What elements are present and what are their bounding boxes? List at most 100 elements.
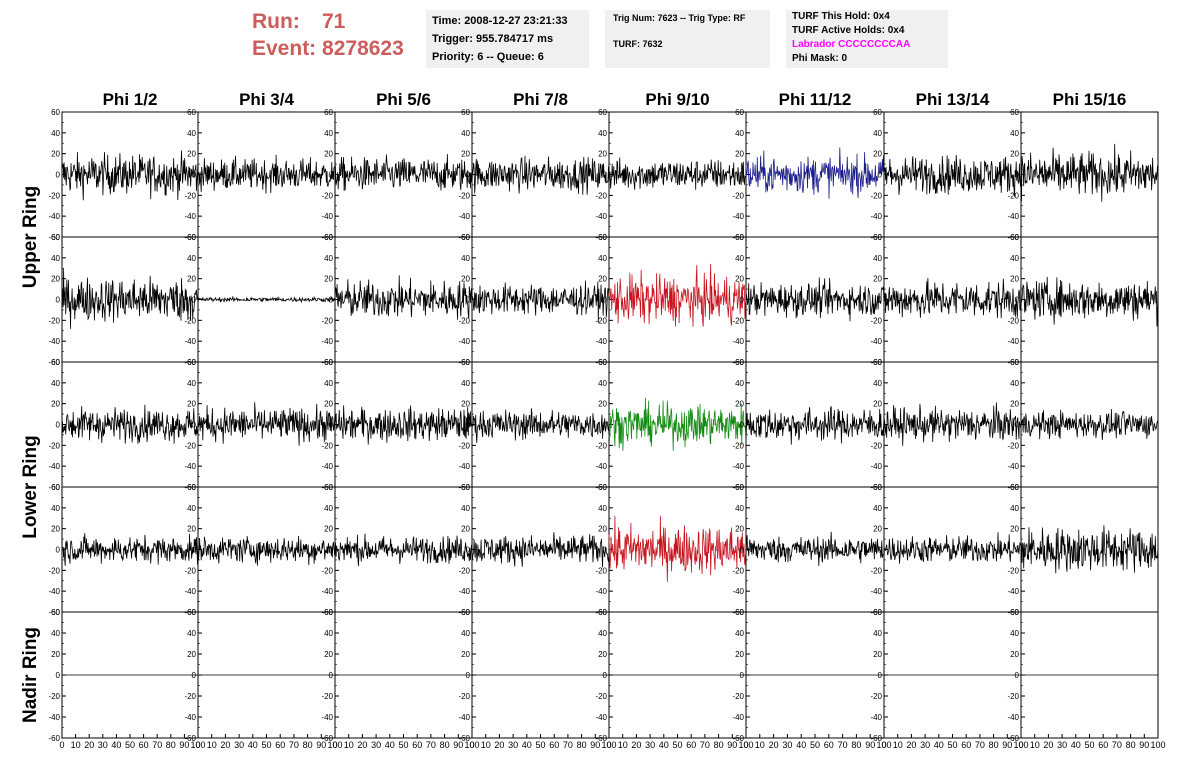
y-tick-label: 0 bbox=[740, 546, 745, 555]
waveform-trace bbox=[883, 154, 1022, 197]
waveform-trace bbox=[1020, 525, 1159, 574]
waveform-trace bbox=[197, 295, 336, 304]
trig-num-text: Trig Num: 7623 -- Trig Type: RF bbox=[613, 13, 746, 23]
y-tick-label: 40 bbox=[735, 129, 744, 138]
y-tick-label: 0 bbox=[878, 171, 883, 180]
y-tick-label: 40 bbox=[598, 379, 607, 388]
y-tick-label: 0 bbox=[192, 296, 197, 305]
waveform-trace bbox=[1020, 276, 1159, 327]
event-value: 8278623 bbox=[322, 37, 404, 60]
y-tick-label: 20 bbox=[735, 275, 744, 284]
column-title: Phi 15/16 bbox=[1053, 90, 1127, 109]
y-tick-label: 40 bbox=[51, 629, 60, 638]
y-tick-label: 20 bbox=[873, 650, 882, 659]
y-tick-label: 0 bbox=[878, 421, 883, 430]
y-tick-label: 40 bbox=[873, 379, 882, 388]
y-tick-label: -20 bbox=[48, 692, 60, 701]
y-tick-label: -40 bbox=[458, 337, 470, 346]
x-tick-label: 40 bbox=[248, 740, 258, 750]
x-tick-label: 60 bbox=[139, 740, 149, 750]
y-tick-label: 40 bbox=[461, 254, 470, 263]
y-tick-label: -20 bbox=[184, 191, 196, 200]
x-tick-label: 40 bbox=[1071, 740, 1081, 750]
y-tick-label: 40 bbox=[1010, 254, 1019, 263]
trigger-text: Trigger: 955.784717 ms bbox=[432, 33, 554, 45]
y-tick-label: -40 bbox=[870, 587, 882, 596]
waveform-trace bbox=[334, 533, 473, 567]
event-label: Event: bbox=[252, 37, 317, 60]
y-tick-label: 40 bbox=[1010, 629, 1019, 638]
y-tick-label: 60 bbox=[187, 608, 196, 617]
x-tick-label: 80 bbox=[851, 740, 861, 750]
waveform-trace bbox=[471, 280, 610, 323]
y-tick-label: -20 bbox=[870, 316, 882, 325]
y-tick-label: 20 bbox=[461, 400, 470, 409]
x-tick-label: 90 bbox=[179, 740, 189, 750]
y-tick-label: -60 bbox=[48, 233, 60, 242]
waveform-trace bbox=[334, 405, 473, 445]
y-tick-label: 60 bbox=[598, 108, 607, 117]
x-tick-label: 70 bbox=[700, 740, 710, 750]
x-tick-label: 80 bbox=[989, 740, 999, 750]
y-tick-label: 40 bbox=[735, 629, 744, 638]
y-tick-label: 0 bbox=[878, 671, 883, 680]
y-tick-label: -20 bbox=[458, 692, 470, 701]
y-tick-label: -40 bbox=[732, 462, 744, 471]
x-tick-label: 30 bbox=[508, 740, 518, 750]
y-tick-label: 60 bbox=[1010, 483, 1019, 492]
y-tick-label: 40 bbox=[598, 254, 607, 263]
x-tick-label: 20 bbox=[631, 740, 641, 750]
y-tick-label: 0 bbox=[603, 671, 608, 680]
y-tick-label: 20 bbox=[187, 400, 196, 409]
x-tick-label: 70 bbox=[563, 740, 573, 750]
y-tick-label: 40 bbox=[461, 379, 470, 388]
waveform-trace bbox=[61, 404, 199, 444]
x-tick-label: 100 bbox=[190, 740, 205, 750]
y-tick-label: -40 bbox=[1007, 337, 1019, 346]
y-tick-label: 40 bbox=[461, 504, 470, 513]
x-tick-label: 20 bbox=[494, 740, 504, 750]
y-tick-label: 20 bbox=[324, 275, 333, 284]
x-tick-label: 70 bbox=[975, 740, 985, 750]
y-tick-label: -60 bbox=[48, 608, 60, 617]
y-tick-label: 0 bbox=[1015, 546, 1020, 555]
waveform-trace bbox=[608, 515, 747, 582]
x-tick-label: 80 bbox=[1126, 740, 1136, 750]
y-tick-label: 40 bbox=[735, 379, 744, 388]
y-tick-label: 40 bbox=[324, 504, 333, 513]
x-tick-label: 80 bbox=[577, 740, 587, 750]
y-tick-label: 60 bbox=[873, 358, 882, 367]
y-tick-label: 20 bbox=[51, 400, 60, 409]
y-tick-label: 0 bbox=[466, 171, 471, 180]
y-tick-label: -20 bbox=[184, 692, 196, 701]
y-tick-label: -20 bbox=[732, 191, 744, 200]
y-tick-label: 20 bbox=[873, 525, 882, 534]
y-tick-label: 0 bbox=[466, 421, 471, 430]
y-tick-label: 20 bbox=[461, 275, 470, 284]
y-tick-label: -60 bbox=[48, 358, 60, 367]
panel-frame bbox=[1020, 236, 1159, 363]
y-tick-label: 0 bbox=[192, 546, 197, 555]
y-tick-label: 40 bbox=[1010, 504, 1019, 513]
y-tick-label: -40 bbox=[595, 713, 607, 722]
x-tick-label: 80 bbox=[440, 740, 450, 750]
y-tick-label: 0 bbox=[329, 421, 334, 430]
x-tick-label: 100 bbox=[876, 740, 891, 750]
x-tick-label: 20 bbox=[1043, 740, 1053, 750]
waveform-trace bbox=[471, 532, 610, 568]
x-tick-label: 0 bbox=[743, 740, 748, 750]
column-title: Phi 1/2 bbox=[103, 90, 158, 109]
y-tick-label: 0 bbox=[878, 296, 883, 305]
y-tick-label: -40 bbox=[321, 462, 333, 471]
y-tick-label: 60 bbox=[51, 358, 60, 367]
y-tick-label: 0 bbox=[1015, 171, 1020, 180]
waveform-trace bbox=[745, 406, 885, 445]
y-tick-label: 60 bbox=[461, 483, 470, 492]
ring-label: Lower Ring bbox=[20, 435, 41, 538]
y-tick-label: 60 bbox=[187, 483, 196, 492]
column-title: Phi 9/10 bbox=[645, 90, 709, 109]
x-tick-label: 60 bbox=[1098, 740, 1108, 750]
x-tick-label: 90 bbox=[590, 740, 600, 750]
y-tick-label: 20 bbox=[1010, 150, 1019, 159]
y-tick-label: 40 bbox=[324, 379, 333, 388]
